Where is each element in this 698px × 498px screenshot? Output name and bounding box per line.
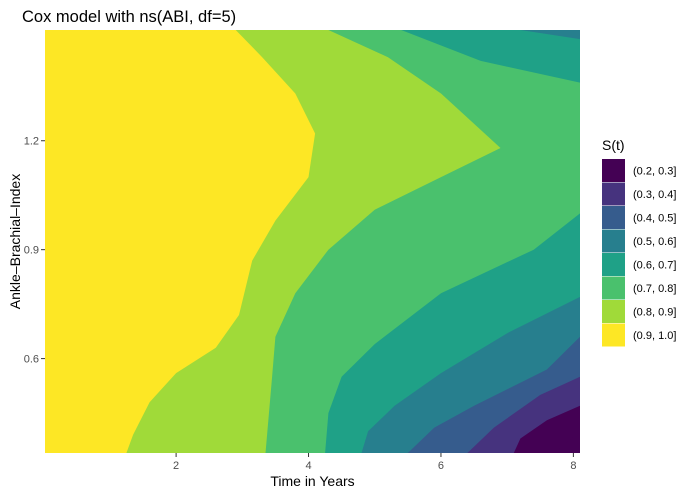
y-axis: 0.6 0.9 1.2: [24, 136, 45, 366]
y-axis-title: Ankle–Brachial–Index: [7, 174, 23, 309]
x-tick-label: 4: [305, 460, 311, 472]
y-tick-label: 0.9: [24, 245, 39, 257]
contour-band-0-4: [467, 30, 580, 453]
contour-band-0-6: [361, 30, 580, 453]
legend-label: (0.2, 0.3]: [633, 166, 676, 178]
x-axis-title: Time in Years: [270, 473, 354, 489]
x-tick-label: 6: [438, 460, 444, 472]
legend-swatch: [602, 300, 625, 323]
legend-swatch: [602, 253, 625, 276]
y-tick-label: 0.6: [24, 354, 39, 366]
legend-swatch: [602, 229, 625, 253]
legend-label: (0.7, 0.8]: [633, 283, 676, 295]
legend-label: (0.8, 0.9]: [633, 307, 676, 319]
legend-label: (0.6, 0.7]: [633, 260, 676, 272]
legend: S(t) (0.2, 0.3] (0.3, 0.4] (0.4, 0.5] (0.5,…: [602, 137, 676, 347]
legend-swatch: [602, 276, 625, 300]
y-tick-label: 1.2: [24, 136, 39, 148]
legend-label: (0.3, 0.4]: [633, 189, 676, 201]
legend-swatch: [602, 182, 625, 206]
plot-panel: [45, 30, 581, 453]
legend-swatch: [602, 159, 625, 182]
legend-items: (0.2, 0.3] (0.3, 0.4] (0.4, 0.5] (0.5, 0.6]…: [602, 159, 676, 347]
legend-swatch: [602, 206, 625, 229]
x-tick-label: 8: [570, 460, 576, 472]
legend-label: (0.5, 0.6]: [633, 236, 676, 248]
chart-title: Cox model with ns(ABI, df=5): [22, 8, 236, 26]
legend-swatch: [602, 323, 625, 347]
legend-label: (0.9, 1.0]: [633, 330, 676, 342]
contour-bands: [126, 30, 581, 453]
x-axis: 2 4 6 8: [173, 453, 576, 472]
legend-label: (0.4, 0.5]: [633, 213, 676, 225]
x-tick-label: 2: [173, 460, 179, 472]
legend-title: S(t): [602, 137, 625, 153]
contour-band-0-3: [513, 30, 580, 453]
